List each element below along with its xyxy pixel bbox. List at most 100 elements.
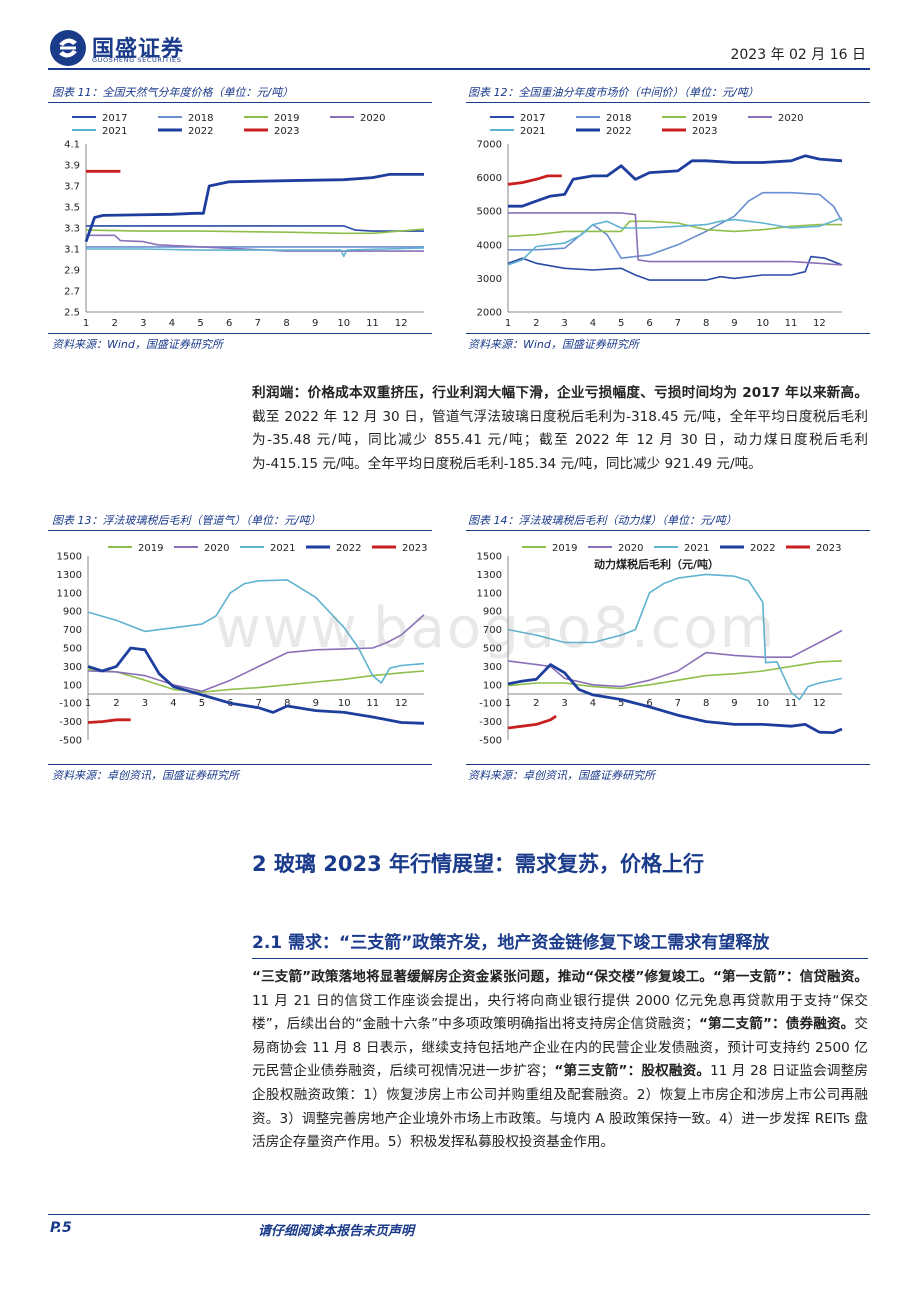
x-tick-label: 6 <box>646 318 652 329</box>
figure-rule <box>466 530 870 531</box>
x-tick-label: 1 <box>85 698 91 709</box>
y-tick-label: 900 <box>483 607 502 618</box>
y-tick-label: 6000 <box>477 173 502 184</box>
figure-title: 图表 14：浮法玻璃税后毛利（动力煤）（单位：元/吨） <box>468 514 737 527</box>
paragraph-run: 交易商协会 11 月 8 日表示，继续支持包括地产企业在内的民营企业发债融资，预… <box>252 1016 868 1080</box>
x-tick-label: 5 <box>199 698 205 709</box>
series-line-2017 <box>86 225 424 232</box>
x-tick-label: 8 <box>703 698 709 709</box>
y-tick-label: -500 <box>59 736 82 747</box>
y-tick-label: -300 <box>59 717 82 728</box>
x-tick-label: 11 <box>366 698 379 709</box>
series-line-2021 <box>507 573 843 701</box>
legend-label: 2023 <box>692 126 717 137</box>
x-tick-label: 1 <box>83 318 89 329</box>
x-tick-label: 10 <box>338 698 351 709</box>
x-tick-label: 9 <box>312 318 318 329</box>
figure-rule <box>466 333 870 334</box>
y-tick-label: 1500 <box>57 552 82 563</box>
series-line-2019 <box>507 660 843 690</box>
legend-label: 2022 <box>606 126 631 137</box>
x-tick-label: 11 <box>785 318 798 329</box>
y-tick-label: 3.5 <box>64 203 80 214</box>
x-tick-label: 10 <box>756 698 769 709</box>
y-tick-label: 3000 <box>477 274 502 285</box>
x-tick-label: 12 <box>813 318 826 329</box>
figure-rule <box>466 764 870 765</box>
x-tick-label: 8 <box>703 318 709 329</box>
series-line-2022 <box>508 154 843 208</box>
y-tick-label: 3.3 <box>64 224 80 235</box>
y-tick-label: 1300 <box>477 570 502 581</box>
figure-source: 资料来源：Wind，国盛证券研究所 <box>468 338 639 351</box>
legend-label: 2019 <box>138 543 163 554</box>
y-tick-label: 1100 <box>57 588 82 599</box>
series-line-2018 <box>508 191 843 259</box>
legend-label: 2017 <box>520 113 545 124</box>
x-tick-label: 2 <box>533 698 539 709</box>
series-line-2021 <box>86 247 425 258</box>
y-tick-label: -500 <box>479 736 502 747</box>
footer-disclaimer: 请仔细阅读本报告末页声明 <box>258 1224 415 1239</box>
legend-label: 2021 <box>520 126 545 137</box>
legend-label: 2021 <box>102 126 127 137</box>
figure-source: 资料来源：卓创资讯，国盛证券研究所 <box>468 769 655 782</box>
page-number: P.5 <box>50 1220 72 1236</box>
x-tick-label: 7 <box>675 318 681 329</box>
y-tick-label: -100 <box>59 699 82 710</box>
legend-label: 2021 <box>684 543 709 554</box>
x-tick-label: 12 <box>813 698 826 709</box>
legend-label: 2020 <box>618 543 643 554</box>
y-tick-label: 100 <box>63 680 82 691</box>
x-tick-label: 2 <box>111 318 117 329</box>
brand-logo-icon <box>50 30 86 66</box>
x-tick-label: 3 <box>561 318 567 329</box>
y-tick-label: 2000 <box>477 308 502 319</box>
x-tick-label: 7 <box>256 698 262 709</box>
figure-title: 图表 11：全国天然气分年度价格（单位：元/吨） <box>52 86 294 99</box>
chart-natural-gas-price: 2017 2018 2019 2020 2021 2022 2023 2.5 2.7 2.9 3.1… <box>64 113 425 329</box>
y-tick-label: 500 <box>483 644 502 655</box>
legend-label: 2019 <box>274 113 299 124</box>
series-line-2023 <box>87 718 131 724</box>
x-tick-label: 3 <box>142 698 148 709</box>
brand-name-en: GUOSHENG SECURITIES <box>92 56 182 64</box>
x-tick-label: 5 <box>618 698 624 709</box>
y-tick-label: 2.5 <box>64 308 80 319</box>
x-tick-label: 7 <box>675 698 681 709</box>
paragraph-run: “第二支箭”：债券融资。 <box>698 1016 855 1033</box>
y-tick-label: 7000 <box>477 140 502 151</box>
series-line-2020 <box>508 212 843 266</box>
y-tick-label: 100 <box>483 680 502 691</box>
chart-glass-margin-gas: 2019 2020 2021 2022 2023 -500 -300 -100 100 300 50… <box>57 543 428 747</box>
figure-title: 图表 12：全国重油分年度市场价（中间价）（单位：元/吨） <box>468 86 759 99</box>
watermark: www.baogao8.com <box>215 596 777 661</box>
legend-label: 2020 <box>778 113 803 124</box>
x-tick-label: 12 <box>395 698 408 709</box>
legend-label: 2018 <box>188 113 213 124</box>
header-rule <box>48 68 870 70</box>
chart-heavy-oil-price: 2017 2018 2019 2020 2021 2022 2023 2000 3000 4000… <box>477 113 843 329</box>
y-tick-label: 300 <box>63 662 82 673</box>
series-line-2017 <box>507 255 843 281</box>
y-tick-label: 4000 <box>477 240 502 251</box>
series-line-2019 <box>85 228 425 235</box>
profit-paragraph: 利润端：价格成本双重挤压，行业利润大幅下滑，企业亏损幅度、亏损时间均为 2017… <box>252 382 868 476</box>
series-line-2022 <box>87 646 425 725</box>
legend-label: 2022 <box>188 126 213 137</box>
legend-label: 2019 <box>692 113 717 124</box>
x-tick-label: 5 <box>197 318 203 329</box>
y-tick-label: 3.9 <box>64 161 80 172</box>
y-tick-label: 1100 <box>477 588 502 599</box>
x-tick-label: 5 <box>618 318 624 329</box>
demand-paragraph: “三支箭”政策落地将显著缓解房企资金紧张问题，推动“保交楼”修复竣工。“第一支箭… <box>252 966 868 1155</box>
y-tick-label: 1300 <box>57 570 82 581</box>
y-tick-label: 500 <box>63 644 82 655</box>
x-tick-label: 7 <box>255 318 261 329</box>
series-line-2019 <box>87 668 425 693</box>
x-tick-label: 4 <box>170 698 176 709</box>
series-line-2023 <box>507 174 562 186</box>
legend-label: 2017 <box>102 113 127 124</box>
figure-rule <box>48 764 432 765</box>
legend-label: 2023 <box>274 126 299 137</box>
